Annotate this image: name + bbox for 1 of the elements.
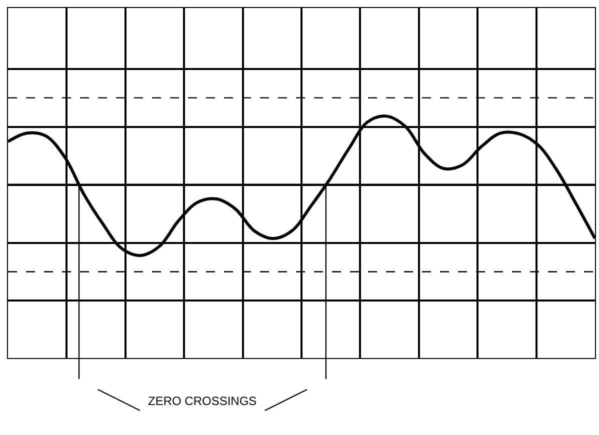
text: ZERO CROSSINGS xyxy=(148,394,257,408)
